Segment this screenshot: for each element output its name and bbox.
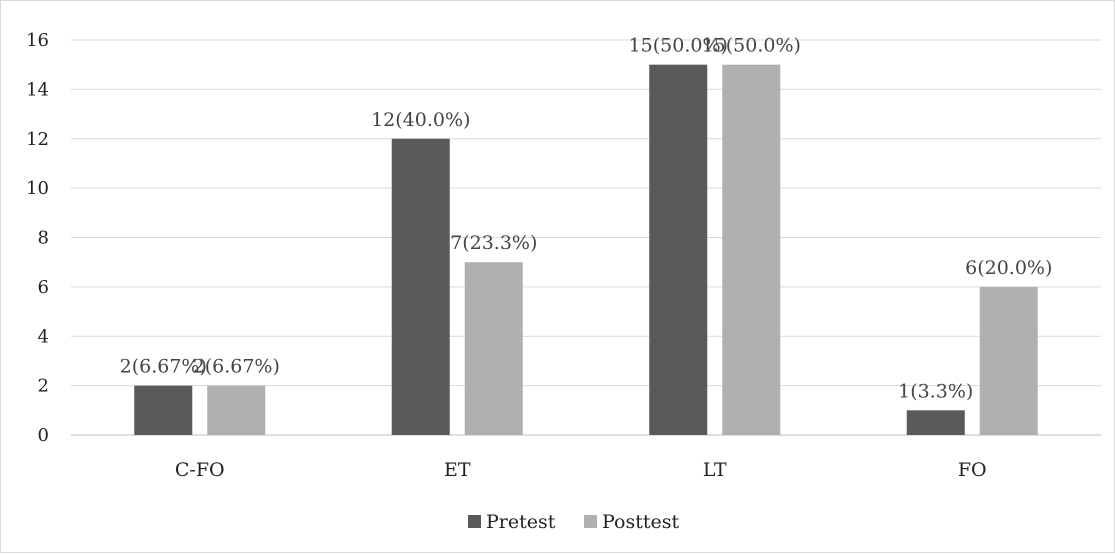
y-tick-label: 12 xyxy=(26,129,49,150)
data-label: 2(6.67%) xyxy=(120,356,207,378)
legend: Pretest Posttest xyxy=(468,511,679,533)
y-tick-label: 0 xyxy=(38,425,49,446)
y-tick-label: 4 xyxy=(38,326,49,347)
legend-swatch-pretest xyxy=(468,515,481,528)
y-tick-label: 16 xyxy=(26,30,49,51)
data-label: 2(6.67%) xyxy=(193,356,280,378)
category-label: FO xyxy=(958,459,987,481)
y-tick-label: 14 xyxy=(26,79,49,100)
bar-posttest-et xyxy=(464,262,523,435)
bar-posttest-c-fo xyxy=(207,385,266,435)
y-tick-label: 8 xyxy=(38,228,49,249)
y-tick-label: 6 xyxy=(38,277,49,298)
y-tick-label: 2 xyxy=(38,376,49,397)
category-label: LT xyxy=(703,459,727,481)
bar-pretest-et xyxy=(391,138,450,435)
data-label: 12(40.0%) xyxy=(371,109,470,131)
bar-pretest-lt xyxy=(649,64,708,435)
data-label: 6(20.0%) xyxy=(965,257,1052,279)
data-label: 7(23.3%) xyxy=(450,232,537,254)
y-axis-ticks: 0 2 4 6 8 10 12 14 16 xyxy=(26,30,49,446)
bar-pretest-fo xyxy=(906,410,965,435)
y-tick-label: 10 xyxy=(26,178,49,199)
bar-pretest-c-fo xyxy=(134,385,193,435)
data-label: 15(50.0%) xyxy=(629,35,728,57)
legend-label-posttest: Posttest xyxy=(602,511,679,533)
category-label: C-FO xyxy=(175,459,225,481)
bars xyxy=(134,64,1038,435)
data-label: 1(3.3%) xyxy=(898,380,973,402)
legend-swatch-posttest xyxy=(584,515,597,528)
bar-posttest-fo xyxy=(979,286,1038,435)
bar-posttest-lt xyxy=(722,64,781,435)
category-label: ET xyxy=(444,459,471,481)
data-labels: 2(6.67%)2(6.67%) 12(40.0%) 7(23.3%) 15(50.0… xyxy=(120,35,1053,403)
legend-label-pretest: Pretest xyxy=(486,511,556,533)
data-label: 15(50.0%) xyxy=(702,35,801,57)
x-axis-categories: C-FO ET LT FO xyxy=(175,459,987,481)
